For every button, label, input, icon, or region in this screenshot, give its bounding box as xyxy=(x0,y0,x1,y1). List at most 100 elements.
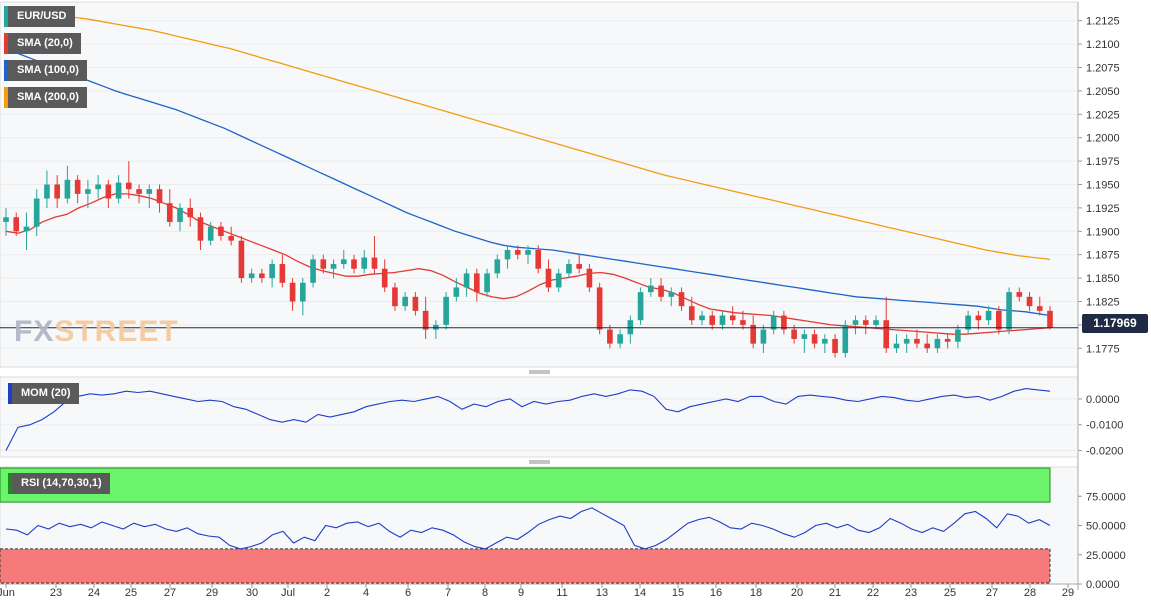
candle-body xyxy=(965,315,971,330)
x-tick-label: Jul xyxy=(281,587,295,599)
candle xyxy=(760,324,767,353)
candle xyxy=(1026,292,1033,311)
y-tick-label: -0.0200 xyxy=(1086,446,1123,458)
candle xyxy=(64,165,71,204)
candle xyxy=(852,315,859,335)
candle-body xyxy=(207,226,214,241)
y-tick-label: 1.1975 xyxy=(1086,156,1120,168)
x-tick-label: 9 xyxy=(518,587,524,599)
candle xyxy=(381,259,388,293)
candle-body xyxy=(453,287,460,297)
candle-body xyxy=(545,268,552,288)
candle xyxy=(862,315,869,335)
x-tick-label: 29 xyxy=(1062,587,1074,599)
rsi-overbought-zone xyxy=(0,467,1051,503)
candle-body xyxy=(955,329,961,342)
candle xyxy=(1036,296,1043,316)
candle-body xyxy=(310,259,316,283)
candle-body xyxy=(893,343,900,349)
candle-body xyxy=(832,338,838,353)
candle xyxy=(504,245,511,269)
x-tick-label: 23 xyxy=(905,587,917,599)
rsi-oversold-zone xyxy=(0,548,1051,584)
candle xyxy=(340,250,347,269)
y-tick-label: 1.1900 xyxy=(1086,226,1120,238)
candle xyxy=(146,184,153,208)
candle-body xyxy=(514,250,521,255)
candle-body xyxy=(1026,296,1033,307)
candle-body xyxy=(1047,310,1053,328)
candle xyxy=(832,334,838,358)
legend-sma100[interactable]: SMA (100,0) xyxy=(4,60,87,81)
candle-body xyxy=(985,310,992,321)
candle-body xyxy=(842,324,849,353)
x-tick-label: 30 xyxy=(246,587,258,599)
candle-body xyxy=(412,296,419,311)
candle-body xyxy=(760,329,767,344)
candle-body xyxy=(177,207,183,222)
candle xyxy=(474,268,480,302)
candle xyxy=(136,184,142,204)
candle-body xyxy=(289,282,296,302)
candle-body xyxy=(555,273,562,288)
candle-body xyxy=(146,189,153,194)
candle-body xyxy=(975,315,982,321)
candle xyxy=(617,329,623,349)
candle-body xyxy=(750,324,756,344)
x-tick-label: 15 xyxy=(672,587,684,599)
x-tick-label: 25 xyxy=(125,587,137,599)
candle xyxy=(371,235,378,274)
candle-body xyxy=(1016,292,1023,297)
candle-body xyxy=(668,292,675,297)
x-tick-label: 4 xyxy=(363,587,369,599)
candle-body xyxy=(136,189,142,194)
x-tick-label: 14 xyxy=(634,587,646,599)
legend-rsi[interactable]: RSI (14,70,30,1) xyxy=(8,473,110,494)
y-tick-label: 0.0000 xyxy=(1086,579,1120,591)
legend-mom[interactable]: MOM (20) xyxy=(8,383,79,404)
candle-body xyxy=(699,315,705,321)
candle xyxy=(402,292,408,311)
candle-body xyxy=(105,184,112,199)
candle-body xyxy=(688,306,695,321)
candle xyxy=(463,268,470,297)
candle xyxy=(883,296,890,353)
candle xyxy=(586,264,593,293)
candle-body xyxy=(156,189,163,204)
candle-body xyxy=(433,324,439,330)
y-tick-label: -0.0100 xyxy=(1086,420,1123,432)
candle-body xyxy=(637,292,644,321)
candle xyxy=(494,254,501,279)
candle xyxy=(238,235,245,283)
candle-body xyxy=(484,273,490,293)
logo-fx: FX xyxy=(14,315,55,348)
candle-body xyxy=(791,329,797,339)
candle-body xyxy=(504,250,511,260)
candle xyxy=(555,268,562,293)
candle-body xyxy=(924,343,930,349)
candle xyxy=(770,310,777,335)
candle xyxy=(54,175,60,208)
candle-body xyxy=(402,296,408,307)
candle-body xyxy=(627,320,634,335)
candle-body xyxy=(535,250,542,269)
candle xyxy=(166,189,173,227)
candle xyxy=(289,278,296,311)
candle-body xyxy=(770,315,777,330)
candle-body xyxy=(801,334,808,339)
legend-sma20[interactable]: SMA (20,0) xyxy=(4,33,81,54)
x-tick-label: 20 xyxy=(791,587,803,599)
legend-symbol[interactable]: EUR/USD xyxy=(4,6,75,27)
x-tick-label: 28 xyxy=(1024,587,1036,599)
candle-body xyxy=(914,338,920,344)
legend-sma200[interactable]: SMA (200,0) xyxy=(4,87,87,108)
candle-body xyxy=(371,257,378,269)
candle xyxy=(781,310,787,335)
candle xyxy=(1047,306,1053,330)
x-tick-label: 27 xyxy=(164,587,176,599)
y-tick-label: 1.1875 xyxy=(1086,250,1120,262)
candle xyxy=(443,292,449,330)
candles xyxy=(3,161,1053,358)
candle xyxy=(330,259,337,279)
candle xyxy=(23,212,30,251)
